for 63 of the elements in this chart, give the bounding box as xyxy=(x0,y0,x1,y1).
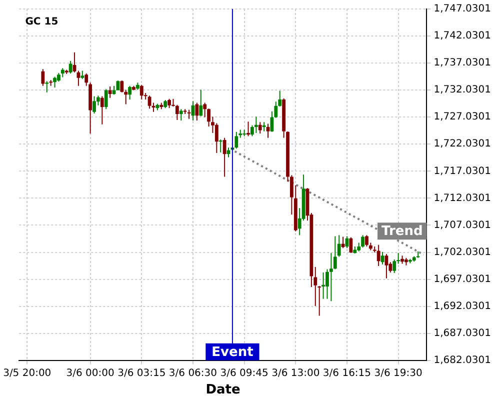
x-tick-label: 3/5 20:00 xyxy=(3,368,52,379)
candlestick xyxy=(392,258,396,274)
candlestick xyxy=(128,85,132,100)
y-tick-label: 1,742.0301 xyxy=(434,30,492,42)
y-tick-label: 1,697.0301 xyxy=(434,274,492,285)
candlestick xyxy=(168,98,171,109)
candlestick xyxy=(322,272,325,300)
candlestick xyxy=(60,68,64,78)
candlestick xyxy=(365,234,368,247)
x-tick-label: 3/6 19:30 xyxy=(374,368,422,379)
candlestick xyxy=(199,89,203,117)
candlestick xyxy=(41,68,45,86)
candlestick xyxy=(104,88,108,110)
y-tick-label: 1,682.0301 xyxy=(434,354,492,366)
y-tick-label: 1,712.0301 xyxy=(434,192,492,204)
candlestick xyxy=(100,96,104,125)
candlestick xyxy=(116,80,120,91)
x-tick-label: 3/6 00:00 xyxy=(66,368,114,379)
candlestick xyxy=(45,80,49,93)
series-label: Trend xyxy=(382,224,423,239)
y-tick-label: 1,687.0301 xyxy=(434,328,492,339)
x-tick-label: 3/6 06:30 xyxy=(168,368,218,379)
candlestick xyxy=(254,116,258,134)
candlestick xyxy=(140,84,144,100)
candlestick xyxy=(53,76,56,88)
candlestick xyxy=(337,234,341,258)
candlestick xyxy=(203,102,207,118)
text: GC 15 xyxy=(25,16,58,28)
candlestick xyxy=(349,236,353,254)
candlestick xyxy=(92,96,96,114)
x-tick-label: 3/6 16:15 xyxy=(322,368,372,379)
candlestick xyxy=(120,80,124,93)
y-tick-label: 1,717.0301 xyxy=(434,166,492,177)
y-tick-label: 1,737.0301 xyxy=(434,58,492,69)
candlestick xyxy=(195,102,199,122)
x-axis-title: Date xyxy=(206,382,240,398)
candlestick xyxy=(333,236,337,270)
candlestick xyxy=(68,60,72,74)
y-tick-label: 1,692.0301 xyxy=(434,300,492,312)
y-tick-label: 1,702.0301 xyxy=(434,246,492,258)
ref-line-label: Event xyxy=(212,344,254,360)
y-tick-label: 1,722.0301 xyxy=(434,138,492,150)
candlestick xyxy=(376,244,380,266)
candlestick xyxy=(361,234,364,248)
candlestick xyxy=(258,122,262,134)
x-tick-label: 3/6 09:45 xyxy=(220,368,268,379)
y-tick-label: 1,732.0301 xyxy=(434,84,492,96)
candlestick xyxy=(246,121,250,137)
candlestick xyxy=(175,104,179,120)
candlestick xyxy=(214,122,218,154)
candlestick xyxy=(222,137,226,178)
candlestick xyxy=(262,122,266,132)
candlestick xyxy=(234,131,238,150)
x-tick-label: 3/6 03:15 xyxy=(118,368,166,379)
y-tick-label: 1,707.0301 xyxy=(434,220,492,231)
y-tick-label: 1,727.0301 xyxy=(434,112,492,123)
x-tick-label: 3/6 13:00 xyxy=(272,368,320,379)
candlestick xyxy=(218,138,222,153)
candlestick xyxy=(266,123,270,138)
candlestick xyxy=(179,108,183,122)
candlestick xyxy=(148,95,152,110)
y-tick-label: 1,747.0301 xyxy=(434,4,492,15)
candlestick xyxy=(384,254,388,279)
